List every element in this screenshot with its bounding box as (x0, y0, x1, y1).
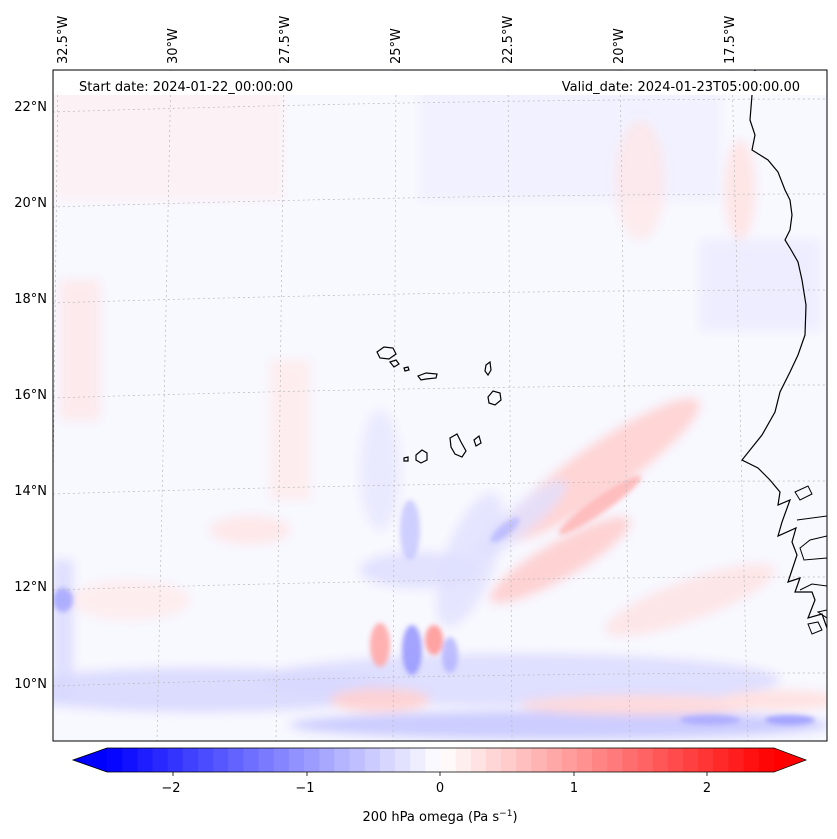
colorbar-segment (485, 748, 502, 772)
colorbar-segment (637, 748, 654, 772)
coast-islands-south (794, 485, 827, 635)
colorbar-tick-neg2: −2 (161, 781, 180, 796)
colorbar-segment (652, 748, 669, 772)
lon-label-25w: 25°W (389, 28, 404, 64)
lat-label-14n: 14°N (14, 484, 47, 499)
lon-label-22-5w: 22.5°W (501, 16, 516, 64)
latitude-labels: 22°N 20°N 18°N 16°N 14°N 12°N 10°N (14, 100, 47, 692)
colorbar-tick-1: 1 (570, 781, 578, 796)
valid-date-text: Valid_date: 2024-01-23T05:00:00.00 (562, 80, 800, 95)
coast-west-bulge (796, 515, 827, 591)
africa-coastline (741, 70, 827, 629)
lon-label-20w: 20°W (612, 28, 627, 64)
colorbar-segment (122, 748, 138, 772)
island-sao-nicolau (417, 372, 438, 381)
lat-label-16n: 16°N (14, 388, 47, 403)
colorbar: −2 −1 0 1 2 200 hPa omega (Pa s−1) (71, 747, 808, 825)
cape-verde-islands (376, 346, 502, 464)
colorbar-segment (152, 748, 169, 772)
colorbar-segment (713, 748, 730, 772)
colorbar-segment (258, 748, 275, 772)
colorbar-segment (531, 748, 548, 772)
island-brava (403, 456, 409, 462)
omega-features (53, 475, 815, 725)
colorbar-extend-right (774, 748, 806, 772)
colorbar-segment (440, 748, 457, 772)
colorbar-segment (561, 748, 578, 772)
colorbar-segment (470, 748, 487, 772)
colorbar-segment (273, 748, 290, 772)
colorbar-segment (304, 748, 320, 772)
lat-label-18n: 18°N (14, 292, 47, 307)
colorbar-tick-neg1: −1 (295, 781, 314, 796)
island-santo-antao (376, 346, 397, 360)
colorbar-segment (197, 748, 214, 772)
island-fogo (415, 449, 428, 464)
start-date-text: Start date: 2024-01-22_00:00:00 (79, 80, 293, 95)
colorbar-segment (243, 748, 260, 772)
colorbar-segment (349, 748, 366, 772)
colorbar-segment (698, 748, 714, 772)
colorbar-segment (107, 748, 123, 772)
island-santiago (449, 433, 467, 458)
colorbar-segment (622, 748, 639, 772)
lon-label-32-5w: 32.5°W (56, 16, 71, 64)
colorbar-segment (592, 748, 608, 772)
colorbar-tick-2: 2 (703, 781, 711, 796)
island-sal (484, 360, 492, 377)
lat-label-22n: 22°N (14, 100, 47, 115)
longitude-labels: 32.5°W 30°W 27.5°W 25°W 22.5°W 20°W 17.5… (56, 16, 738, 64)
colorbar-segment (137, 748, 154, 772)
colorbar-segment (425, 748, 442, 772)
island-boa-vista (487, 390, 502, 406)
colorbar-extend-left (73, 748, 107, 772)
colorbar-ticks (172, 772, 708, 776)
colorbar-label: 200 hPa omega (Pa s−1) (362, 809, 517, 825)
colorbar-segment (379, 748, 396, 772)
lat-label-20n: 20°N (14, 196, 47, 211)
colorbar-segments (107, 748, 775, 772)
lat-label-10n: 10°N (14, 677, 47, 692)
colorbar-segment (743, 748, 760, 772)
lon-label-30w: 30°W (166, 28, 181, 64)
colorbar-segment (683, 748, 699, 772)
lon-label-27-5w: 27.5°W (278, 16, 293, 64)
colorbar-segment (410, 748, 426, 772)
colorbar-segment (501, 748, 517, 772)
lat-label-12n: 12°N (14, 580, 47, 595)
colorbar-segment (319, 748, 335, 772)
map-border (52, 69, 828, 742)
colorbar-segment (576, 748, 593, 772)
colorbar-segment (667, 748, 684, 772)
colorbar-segment (455, 748, 472, 772)
colorbar-segment (167, 748, 184, 772)
colorbar-segment (395, 748, 411, 772)
colorbar-segment (182, 748, 199, 772)
lon-label-17-5w: 17.5°W (723, 16, 738, 64)
colorbar-segment (213, 748, 229, 772)
gridlines (53, 70, 827, 741)
colorbar-tick-0: 0 (436, 781, 444, 796)
island-santa-luzia (403, 366, 410, 372)
colorbar-segment (288, 748, 305, 772)
colorbar-segment (516, 748, 533, 772)
colorbar-segment (758, 748, 775, 772)
header-strip (54, 71, 826, 95)
colorbar-outline (71, 747, 808, 773)
colorbar-segment (546, 748, 563, 772)
colorbar-segment (334, 748, 351, 772)
map-panel: Start date: 2024-01-22_00:00:00 Valid_da… (53, 70, 827, 741)
colorbar-segment (228, 748, 245, 772)
colorbar-segment (364, 748, 381, 772)
island-maio (473, 434, 482, 447)
colorbar-segment (728, 748, 745, 772)
colorbar-segment (607, 748, 624, 772)
island-sao-vicente (388, 359, 400, 368)
